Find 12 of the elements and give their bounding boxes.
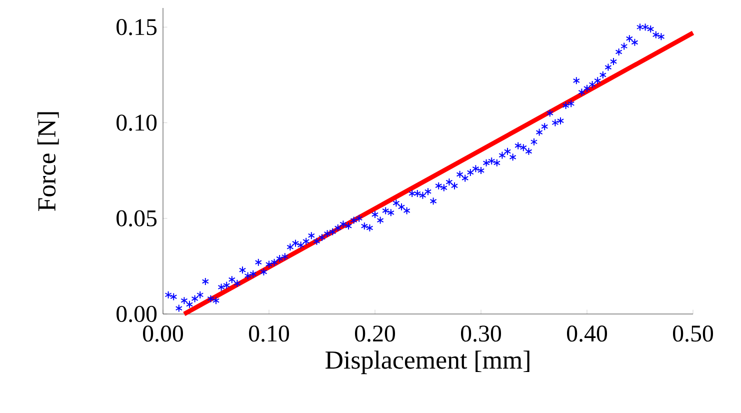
- x-tick-label: 0.50: [672, 326, 714, 342]
- x-tick-label: 0.00: [142, 326, 184, 342]
- y-tick-label: 0.15: [116, 18, 157, 36]
- x-axis-title: Displacement [mm]: [326, 350, 530, 374]
- y-tick-label: 0.00: [116, 306, 157, 322]
- y-tick-label: 0.05: [116, 210, 157, 226]
- y-axis-title: Force [N]: [37, 112, 59, 211]
- x-tick-label: 0.40: [566, 326, 608, 342]
- x-tick-label: 0.30: [460, 326, 502, 342]
- x-tick-label: 0.20: [354, 326, 396, 342]
- x-tick-label: 0.10: [248, 326, 290, 342]
- y-tick-label: 0.10: [116, 114, 157, 131]
